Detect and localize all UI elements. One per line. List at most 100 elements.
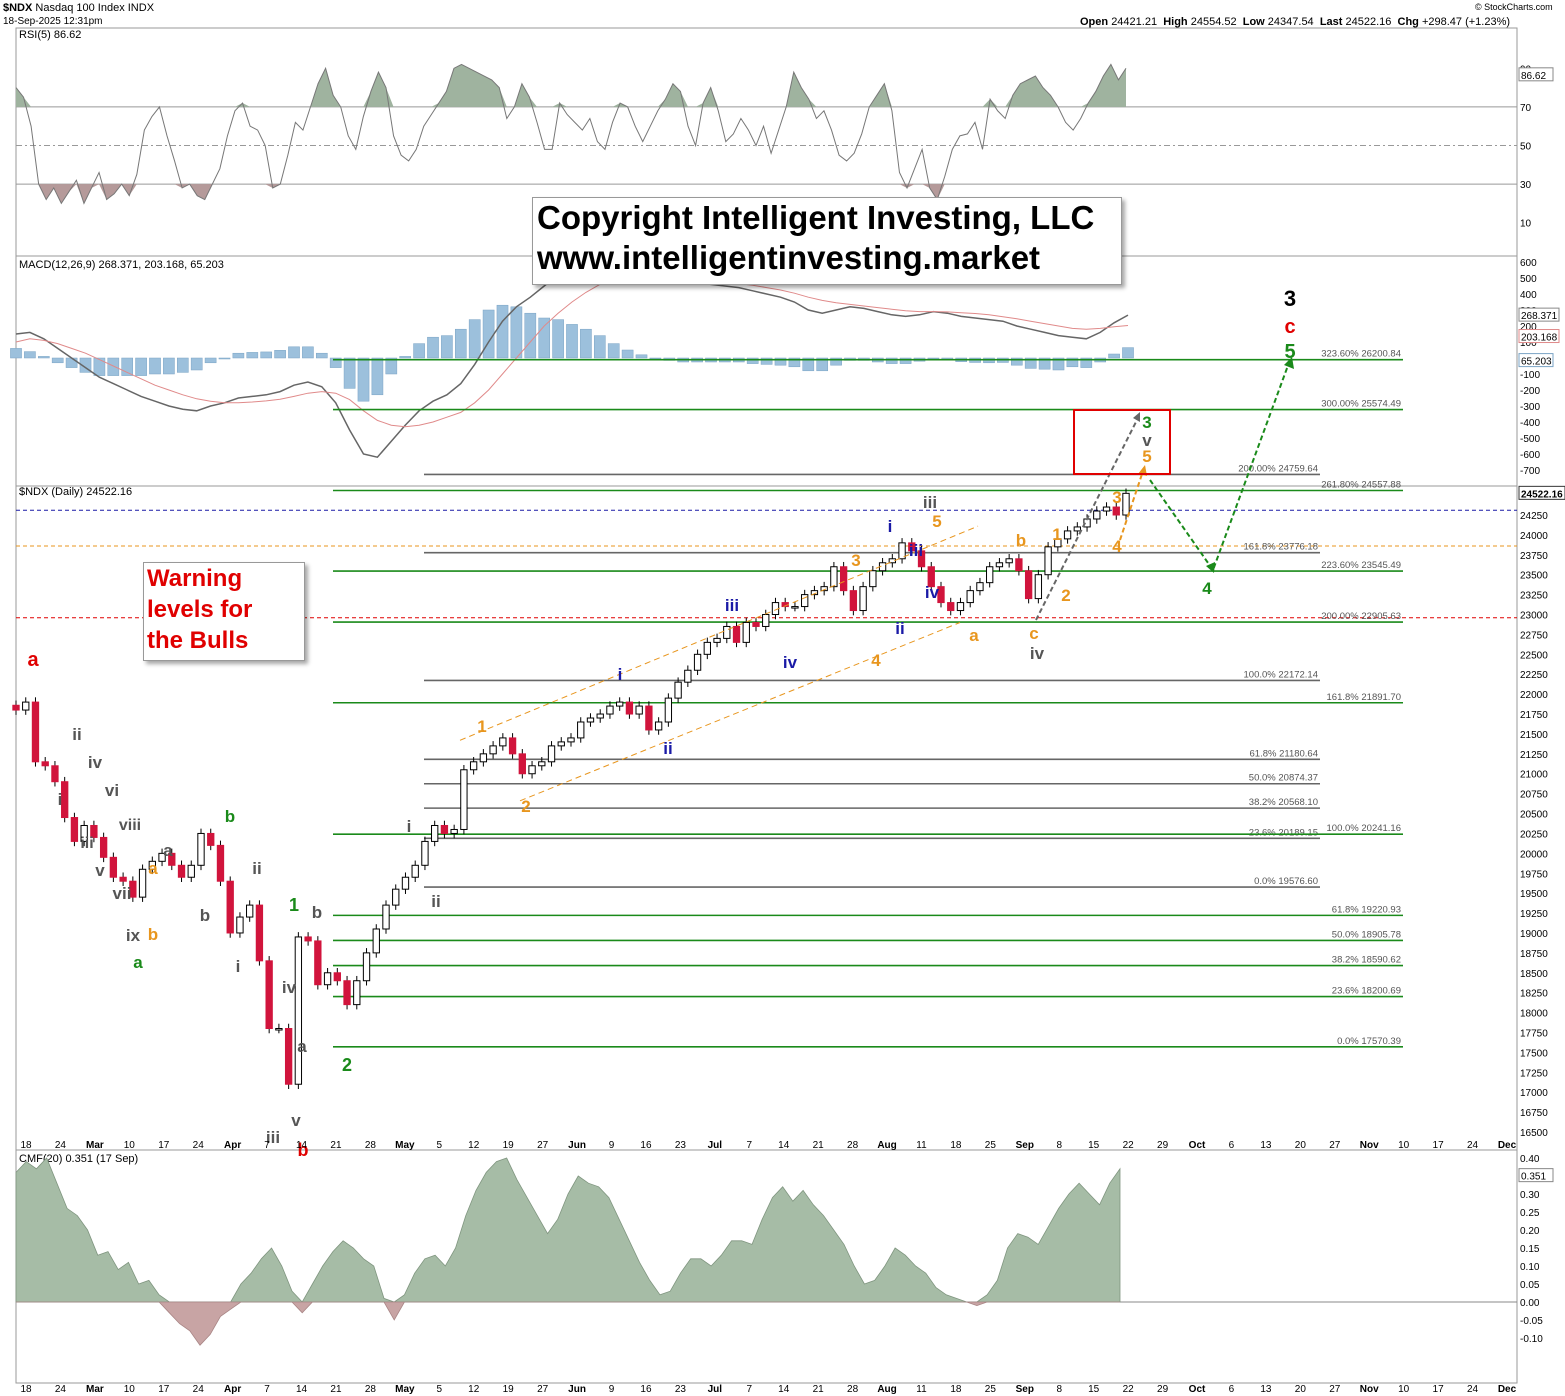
candle-up xyxy=(528,765,536,775)
candle-up xyxy=(791,606,799,609)
candle-down xyxy=(216,844,225,882)
candle-up xyxy=(703,641,711,655)
macd-histogram-bar xyxy=(593,335,606,359)
price-x-label: Mar xyxy=(86,1140,104,1151)
price-x-label: 6 xyxy=(1229,1140,1235,1151)
price-tick: 20250 xyxy=(1520,829,1548,840)
macd-histogram-bar xyxy=(830,357,842,366)
cmf-x-label: Mar xyxy=(86,1384,104,1395)
wave-label: 1 xyxy=(1052,525,1061,544)
wave-label: iii xyxy=(80,835,93,852)
fib-level-label: 61.8% 21180.64 xyxy=(1250,748,1319,759)
macd-histogram-bar xyxy=(454,328,467,359)
price-x-label: Sep xyxy=(1016,1140,1034,1151)
macd-histogram-bar xyxy=(774,357,787,366)
candle-up xyxy=(372,928,380,954)
wave-label: b xyxy=(312,903,322,922)
candle-up xyxy=(1102,506,1111,512)
price-tick: 24250 xyxy=(1520,511,1548,522)
cmf-x-label: 15 xyxy=(1088,1384,1100,1395)
candle-down xyxy=(70,817,79,842)
wave-label: a xyxy=(133,953,143,972)
wave-label: v xyxy=(95,861,105,880)
candle-up xyxy=(460,769,468,830)
candle-up xyxy=(664,697,673,723)
cmf-x-label: 27 xyxy=(537,1384,549,1395)
macd-tick: 200 xyxy=(1520,322,1537,333)
macd-histogram-bar xyxy=(399,356,412,359)
wave-label: 2 xyxy=(342,1055,352,1075)
cmf-x-label: Aug xyxy=(877,1384,896,1395)
candle-up xyxy=(1063,530,1072,540)
candle-up xyxy=(499,737,507,747)
macd-histogram-bar xyxy=(79,357,92,373)
candle-down xyxy=(732,625,741,643)
candle-up xyxy=(479,753,488,763)
macd-histogram-bar xyxy=(496,304,509,359)
cmf-x-label: Jun xyxy=(568,1384,586,1395)
price-x-label: 19 xyxy=(503,1140,515,1151)
candle-down xyxy=(61,781,69,819)
fib-level-label: 161.8% 21891.70 xyxy=(1327,692,1401,703)
wave-label: a xyxy=(163,841,173,860)
macd-histogram-bar xyxy=(24,351,36,359)
macd-histogram-bar xyxy=(10,348,22,359)
wave-label: vii xyxy=(113,884,132,903)
wave-label: 3 xyxy=(1284,286,1296,311)
macd-histogram-bar xyxy=(385,357,398,375)
wave-label: b xyxy=(1016,531,1026,550)
macd-histogram-bar xyxy=(107,357,120,376)
candle-down xyxy=(518,753,526,775)
cmf-tick: 0.40 xyxy=(1520,1154,1540,1165)
candle-up xyxy=(956,602,965,612)
macd-histogram-bar xyxy=(302,346,314,359)
price-tick: 21250 xyxy=(1520,750,1548,761)
index-name: Nasdaq 100 Index INDX xyxy=(35,2,155,14)
price-x-label: 21 xyxy=(813,1140,825,1151)
candle-up xyxy=(138,868,147,898)
cmf-last-value: 0.351 xyxy=(1521,1172,1546,1183)
candle-down xyxy=(314,940,322,986)
macd-histogram-bar xyxy=(1010,357,1023,366)
candle-up xyxy=(392,888,400,906)
price-tick: 20500 xyxy=(1520,810,1548,821)
price-x-label: 23 xyxy=(675,1140,687,1151)
price-x-label: 24 xyxy=(193,1140,205,1151)
candle-down xyxy=(177,864,186,878)
low-value: 24347.54 xyxy=(1267,16,1314,28)
target-zone-box xyxy=(1073,409,1171,475)
candle-up xyxy=(577,721,585,739)
candle-down xyxy=(752,621,760,627)
price-tick: 17500 xyxy=(1520,1048,1548,1059)
candle-up xyxy=(158,852,166,862)
wave-label: ii xyxy=(663,739,672,758)
fib-level-label: 23.6% 20189.15 xyxy=(1249,827,1318,838)
candle-up xyxy=(810,590,819,596)
price-x-label: 14 xyxy=(778,1140,790,1151)
candle-up xyxy=(1073,526,1081,532)
cmf-tick: 0.30 xyxy=(1520,1190,1540,1201)
candle-down xyxy=(1112,506,1120,516)
wave-label: iv xyxy=(1030,644,1045,663)
macd-histogram-bar xyxy=(635,354,648,359)
price-tick: 23500 xyxy=(1520,571,1548,582)
cmf-x-label: 16 xyxy=(640,1384,652,1395)
price-last-box xyxy=(1518,485,1565,500)
candle-up xyxy=(616,701,624,707)
candle-down xyxy=(1024,570,1033,600)
price-x-label: 11 xyxy=(916,1140,927,1151)
macd-histogram-bar xyxy=(1108,353,1120,359)
candle-down xyxy=(937,586,945,604)
price-x-label: 9 xyxy=(609,1140,615,1151)
channel-lower xyxy=(519,622,961,802)
candle-up xyxy=(450,828,458,834)
macd-histogram-bar xyxy=(218,357,231,360)
price-tick: 19000 xyxy=(1520,929,1548,940)
macd-histogram-bar xyxy=(468,319,481,359)
macd-histogram-bar xyxy=(760,357,773,365)
price-tick: 22750 xyxy=(1520,630,1548,641)
wave-label: 5 xyxy=(932,512,941,531)
macd-histogram-bar xyxy=(163,357,175,375)
last-value: 24522.16 xyxy=(1345,16,1392,28)
fib-level-label: 223.60% 23545.49 xyxy=(1321,560,1401,571)
